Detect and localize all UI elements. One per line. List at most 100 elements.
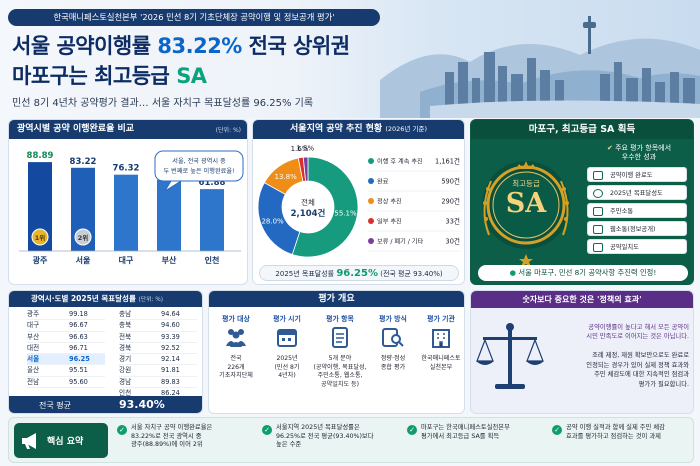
legend-count: 590건 xyxy=(441,177,460,186)
table-row: 대구 96.67 xyxy=(27,320,105,332)
sa-footer: ● 서울 마포구, 민선 8기 공약사항 추진력 인정! xyxy=(478,265,688,281)
table-cell-name: 전남 xyxy=(27,377,40,386)
donut-slice-label: 13.8% xyxy=(275,173,298,181)
table-row: 대전 96.71 xyxy=(27,343,105,355)
table-cell-value: 96.25 xyxy=(69,355,90,364)
table-cell-name: 경북 xyxy=(119,343,132,352)
overview-agency: 평가 기관 한국매니페스토 실천본부 xyxy=(421,315,461,371)
rank-1-medal xyxy=(31,228,49,246)
table-cell-value: 94.60 xyxy=(161,321,180,330)
text-line: 주민 체감도에 대한 지속적인 점검과 xyxy=(594,371,689,378)
average-label: 전국 평균 xyxy=(39,401,71,410)
sa-panel-title: 마포구, 최고등급 SA 획득 xyxy=(471,120,693,139)
text-line: 83.22%로 전국 광역시 중 xyxy=(131,432,202,440)
check-icon: ✓ xyxy=(262,425,272,435)
legend-label: 보류 / 폐기 / 기타 xyxy=(377,238,423,246)
table-title: 광역시·도별 2025년 목표달성률 (단위: %) xyxy=(9,291,202,307)
bar-value-label: 76.32 xyxy=(113,164,140,174)
megaphone-icon xyxy=(22,433,36,449)
legend-count: 30건 xyxy=(446,237,460,246)
speech-bubble-text: 서울, 전국 광역시 중 xyxy=(172,157,226,165)
bar-value-label: 61.88 xyxy=(199,178,226,188)
donut-slice xyxy=(302,156,309,182)
checklist-icon xyxy=(332,327,348,348)
overview-panel: 평가 개요 평가 대상 전국 226개 기초자치단체 평가 시기 2025년 (… xyxy=(208,290,465,414)
legend-marker xyxy=(368,238,374,244)
table-cell-name: 경기 xyxy=(119,355,132,364)
table-row: 전남 95.60 xyxy=(27,377,105,389)
target-rate-table-panel: 광역시·도별 2025년 목표달성률 (단위: %) 광주 99.18 대구 96.6… xyxy=(8,290,203,414)
text-line: 서울 자치구 공약 이행완료율은 xyxy=(131,424,213,431)
sa-panel: 마포구, 최고등급 SA 획득 최고등급 SA ✔ 주요 평가 항목에서 우수한… xyxy=(470,119,694,285)
rank-1-label: 1위 xyxy=(35,233,46,242)
text-line: 인정되는 경우가 있어 실제 정책 효과와 xyxy=(586,361,689,369)
legend-marker xyxy=(368,218,374,224)
donut-center-label: 전체 xyxy=(301,197,315,207)
building-icon xyxy=(432,329,450,348)
table-row: 충북 94.60 xyxy=(119,320,197,332)
table-cell-name: 서울 xyxy=(27,355,40,364)
headline-line-2: 마포구는 최고등급 SA xyxy=(12,64,207,88)
legend-label: 일부 추진 xyxy=(377,218,402,226)
speech-bubble xyxy=(154,150,244,182)
text-line: 광주(88.89%)에 이어 2위 xyxy=(131,441,203,448)
sa-header-line-2: 우수한 성과 xyxy=(621,153,657,161)
donut-slice-label: 55.1% xyxy=(334,210,357,218)
header-badge: 한국매니페스토실천본부 '2026 민선 8기 기초단체장 공약이행 및 정보공… xyxy=(8,9,380,26)
table-cell-value: 95.51 xyxy=(69,366,88,375)
table-cell-value: 93.39 xyxy=(161,332,180,341)
legend-marker xyxy=(368,178,374,184)
table-row: 경북 92.52 xyxy=(119,343,197,355)
table-cell-value: 99.18 xyxy=(69,310,88,318)
bar-category-label: 광주 xyxy=(33,255,48,265)
clipboard-icon xyxy=(593,243,603,252)
bar-chart-title: 광역시별 공약 이행완료율 비교 xyxy=(9,120,247,139)
table-cell-name: 대전 xyxy=(27,343,40,352)
summary-item: ✓ 마포구는 한국매니페스토실천본부 평가에서 최고등급 SA를 획득 xyxy=(407,424,545,460)
medal-grade: SA xyxy=(505,188,547,219)
city-skyline-illustration xyxy=(380,16,700,118)
overview-columns: 평가 대상 전국 226개 기초자치단체 평가 시기 2025년 (민선 8기 … xyxy=(209,313,464,413)
table-row: 부산 96.63 xyxy=(27,332,105,343)
check-icon: ✓ xyxy=(407,425,417,435)
table-cell-value: 92.14 xyxy=(161,355,180,364)
table-row: 경남 89.83 xyxy=(119,377,197,389)
table-cell-value: 91.81 xyxy=(161,366,180,375)
table-right-column: 충남 94.64 충북 94.60 전북 93.39 경북 92.52 경기 92.14 강원 91.… xyxy=(119,309,197,400)
table-cell-name: 대구 xyxy=(27,321,40,330)
bar-value-label: 88.89 xyxy=(27,151,54,161)
table-cell-name: 충남 xyxy=(119,310,132,318)
table-cell-value: 94.64 xyxy=(161,310,180,318)
table-cell-name: 인천 xyxy=(119,389,132,398)
text-line: 시민 만족도로 이어지는 것은 아닙니다. xyxy=(586,333,689,340)
rank-2-label: 2위 xyxy=(78,233,89,242)
table-row: 서울 96.25 xyxy=(27,354,105,366)
overview-title: 평가 개요 xyxy=(209,291,464,307)
check-icon: ✓ xyxy=(117,425,127,435)
key-summary-label-box: 핵심 요약 xyxy=(14,423,108,458)
legend-marker xyxy=(368,158,374,164)
sa-header-line-1: ✔ 주요 평가 항목에서 xyxy=(606,144,672,152)
headline-subtitle: 민선 8기 4년차 공약평가 결과… 서울 자치구 목표달성률 96.25% 기… xyxy=(12,98,314,109)
sa-item: 공약일치도 xyxy=(587,239,687,254)
scale-icon xyxy=(476,323,544,389)
legend-count: 1,161건 xyxy=(435,157,460,166)
table-row: 강원 91.81 xyxy=(119,365,197,377)
donut-footer: 2025년 목표달성률 96.25% (전국 평균 93.40%) xyxy=(259,265,459,281)
sa-item: 2025년 목표달성도 xyxy=(587,185,687,200)
table-cell-value: 95.60 xyxy=(69,377,88,386)
bar-category-label: 서울 xyxy=(76,255,91,265)
donut-slice-label: 1.6% xyxy=(291,145,309,153)
table-cell-value: 96.71 xyxy=(69,343,88,352)
table-cell-value: 86.24 xyxy=(161,389,180,398)
text-line: 서울지역 2025년 목표달성률은 xyxy=(276,424,360,431)
table-row: 전북 93.39 xyxy=(119,332,197,343)
bar-chart-unit: (단위: %) xyxy=(215,127,241,134)
donut-chart-title: 서울지역 공약 추진 현황 (2026년 기준) xyxy=(253,120,464,139)
speech-bubble-tail xyxy=(164,180,183,192)
donut-slice-label: 1.5% xyxy=(296,145,314,153)
calendar-icon xyxy=(277,329,297,347)
bar-category-label: 대구 xyxy=(119,255,134,265)
bar-chart-panel: 광역시별 공약 이행완료율 비교 (단위: %) 88.89 광주 83.22 서울 7… xyxy=(8,119,248,285)
